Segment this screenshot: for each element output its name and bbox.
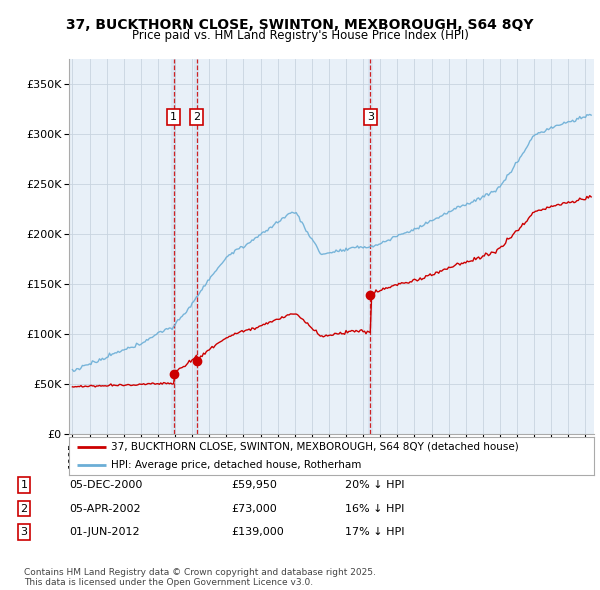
Bar [368,59,373,434]
Text: HPI: Average price, detached house, Rotherham: HPI: Average price, detached house, Roth… [111,460,361,470]
Text: 05-DEC-2000: 05-DEC-2000 [69,480,142,490]
Text: 3: 3 [20,527,28,537]
Text: 2: 2 [20,504,28,513]
Bar [171,59,176,434]
Text: 16% ↓ HPI: 16% ↓ HPI [345,504,404,513]
Text: 01-JUN-2012: 01-JUN-2012 [69,527,140,537]
Text: Price paid vs. HM Land Registry's House Price Index (HPI): Price paid vs. HM Land Registry's House … [131,30,469,42]
Text: 3: 3 [367,112,374,122]
Text: Contains HM Land Registry data © Crown copyright and database right 2025.
This d: Contains HM Land Registry data © Crown c… [24,568,376,587]
Text: £59,950: £59,950 [231,480,277,490]
Text: 20% ↓ HPI: 20% ↓ HPI [345,480,404,490]
Text: £73,000: £73,000 [231,504,277,513]
Text: 1: 1 [20,480,28,490]
Text: 17% ↓ HPI: 17% ↓ HPI [345,527,404,537]
Text: 1: 1 [170,112,177,122]
Text: 05-APR-2002: 05-APR-2002 [69,504,140,513]
Bar [194,59,199,434]
Text: 37, BUCKTHORN CLOSE, SWINTON, MEXBOROUGH, S64 8QY (detached house): 37, BUCKTHORN CLOSE, SWINTON, MEXBOROUGH… [111,441,519,451]
Text: £139,000: £139,000 [231,527,284,537]
Text: 2: 2 [193,112,200,122]
Text: 37, BUCKTHORN CLOSE, SWINTON, MEXBOROUGH, S64 8QY: 37, BUCKTHORN CLOSE, SWINTON, MEXBOROUGH… [66,18,534,32]
